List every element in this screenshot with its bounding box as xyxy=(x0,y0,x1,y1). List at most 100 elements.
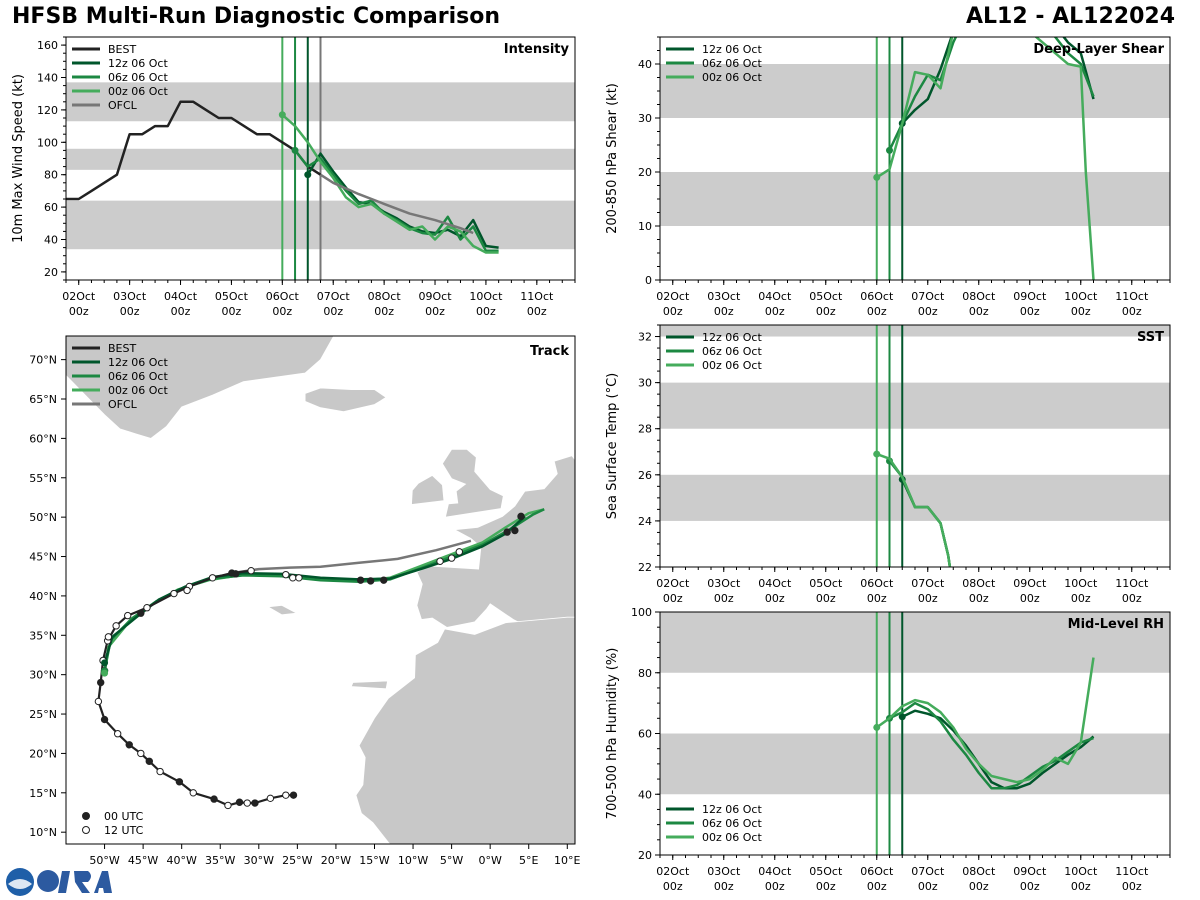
sst-xtick-hour: 00z xyxy=(1020,592,1040,605)
intensity-plot-area xyxy=(66,37,499,280)
rh-band xyxy=(660,733,1170,795)
track-marker-00utc xyxy=(175,778,184,786)
shear-xtick-hour: 00z xyxy=(867,305,887,318)
sst-ytick-label: 30 xyxy=(638,377,652,390)
track-marker-12utc xyxy=(112,622,120,630)
shear-xtick-date: 04Oct xyxy=(758,290,792,303)
shear-xtick-hour: 00z xyxy=(918,305,938,318)
track-run-init-point xyxy=(101,669,109,677)
track-marker-00utc xyxy=(210,795,218,803)
sst-ylabel: Sea Surface Temp (°C) xyxy=(605,373,620,520)
track-marker-12utc xyxy=(282,791,290,799)
track-marker-00utc xyxy=(100,715,109,724)
rh-xtick-hour: 00z xyxy=(969,880,989,893)
sst-xtick-hour: 00z xyxy=(1122,592,1142,605)
sst-xtick-hour: 00z xyxy=(918,592,938,605)
rh-xtick-hour: 00z xyxy=(1020,880,1040,893)
shear-series-run_06z xyxy=(888,37,1095,151)
intensity-xtick-date: 02Oct xyxy=(62,290,96,303)
intensity-xtick-hour: 00z xyxy=(374,305,394,318)
rh-xtick-hour: 00z xyxy=(663,880,683,893)
rh-xtick-hour: 00z xyxy=(714,880,734,893)
sst-legend-label: 12z 06 Oct xyxy=(702,331,762,344)
sst-ytick-label: 28 xyxy=(638,423,652,436)
sst-xtick-date: 09Oct xyxy=(1013,577,1047,590)
rh-xtick-hour: 00z xyxy=(918,880,938,893)
sst-init-point xyxy=(873,450,881,458)
intensity-ytick-label: 120 xyxy=(37,104,58,117)
track-legend-label: OFCL xyxy=(108,398,138,411)
shear-init-point xyxy=(873,173,881,181)
sst-title: SST xyxy=(1137,330,1164,345)
track-xtick-label: 0°W xyxy=(478,854,501,867)
track-marker-00utc xyxy=(125,741,133,749)
rh-xtick-date: 03Oct xyxy=(707,865,741,878)
rh-xtick-date: 11Oct xyxy=(1115,865,1149,878)
sst-xtick-date: 10Oct xyxy=(1064,577,1098,590)
shear-xtick-hour: 00z xyxy=(1122,305,1142,318)
intensity-xtick-date: 04Oct xyxy=(164,290,198,303)
track-ofcl-line xyxy=(231,539,472,575)
azores-shape xyxy=(266,604,298,616)
intensity-xtick-date: 10Oct xyxy=(469,290,503,303)
track-marker-12utc xyxy=(247,567,255,575)
intensity-xtick-date: 05Oct xyxy=(215,290,249,303)
track-marker-12utc xyxy=(295,574,303,582)
rh-title: Mid-Level RH xyxy=(1068,617,1164,632)
track-plot-area xyxy=(94,508,545,810)
intensity-xtick-hour: 00z xyxy=(425,305,445,318)
intensity-legend-label: BEST xyxy=(108,43,136,56)
track-marker-12utc xyxy=(436,557,444,565)
shear-xtick-hour: 00z xyxy=(714,305,734,318)
track-marker-12utc xyxy=(266,794,275,803)
intensity-title: Intensity xyxy=(504,42,570,57)
rh-xtick-hour: 00z xyxy=(816,880,836,893)
sst-xtick-hour: 00z xyxy=(663,592,683,605)
track-marker-12utc xyxy=(94,697,103,706)
intensity-xtick-hour: 00z xyxy=(120,305,140,318)
shear-xtick-hour: 00z xyxy=(816,305,836,318)
sst-plot-area xyxy=(873,325,952,567)
rh-xtick-hour: 00z xyxy=(765,880,785,893)
sst-ytick-label: 24 xyxy=(638,515,652,528)
intensity-series-best xyxy=(66,100,322,201)
sst-xtick-hour: 00z xyxy=(1071,592,1091,605)
shear-xtick-date: 07Oct xyxy=(911,290,945,303)
rh-xtick-date: 07Oct xyxy=(911,865,945,878)
track-ytick-label: 35°N xyxy=(29,629,57,642)
intensity-xtick-hour: 00z xyxy=(527,305,547,318)
track-marker-00utc xyxy=(511,526,519,535)
shear-plot-area xyxy=(873,37,1095,280)
intensity-series-run_12z xyxy=(306,152,499,249)
intensity-xtick-date: 06Oct xyxy=(266,290,300,303)
rh-init-point xyxy=(873,723,881,731)
track-xtick-label: 15°W xyxy=(359,854,389,867)
rh-xtick-hour: 00z xyxy=(867,880,887,893)
track-ytick-label: 15°N xyxy=(29,787,57,800)
shear-init-point xyxy=(886,146,893,154)
track-marker-12utc xyxy=(455,548,464,556)
sst-xtick-hour: 00z xyxy=(714,592,734,605)
rh-xtick-date: 02Oct xyxy=(656,865,690,878)
track-marker-12utc xyxy=(170,589,178,598)
intensity-xtick-date: 11Oct xyxy=(520,290,554,303)
track-marker-12utc xyxy=(243,799,251,807)
track-marker-00utc xyxy=(517,512,525,521)
track-ytick-label: 10°N xyxy=(29,826,57,839)
track-marker-00utc xyxy=(503,528,511,536)
track-xtick-label: 5°E xyxy=(519,854,538,867)
track-xtick-label: 40°W xyxy=(166,854,196,867)
ireland-shape xyxy=(411,474,445,505)
sst-bands xyxy=(660,325,1170,521)
track-marker-12utc xyxy=(208,574,217,582)
rh-ytick-label: 60 xyxy=(638,728,652,741)
track-best-line xyxy=(97,569,294,807)
sst-xtick-date: 05Oct xyxy=(809,577,843,590)
shear-ytick-label: 10 xyxy=(638,220,652,233)
sst-band xyxy=(660,325,1170,337)
sst-xtick-date: 07Oct xyxy=(911,577,945,590)
track-marker-00utc xyxy=(145,757,153,766)
page-title: HFSB Multi-Run Diagnostic Comparison xyxy=(12,4,500,29)
